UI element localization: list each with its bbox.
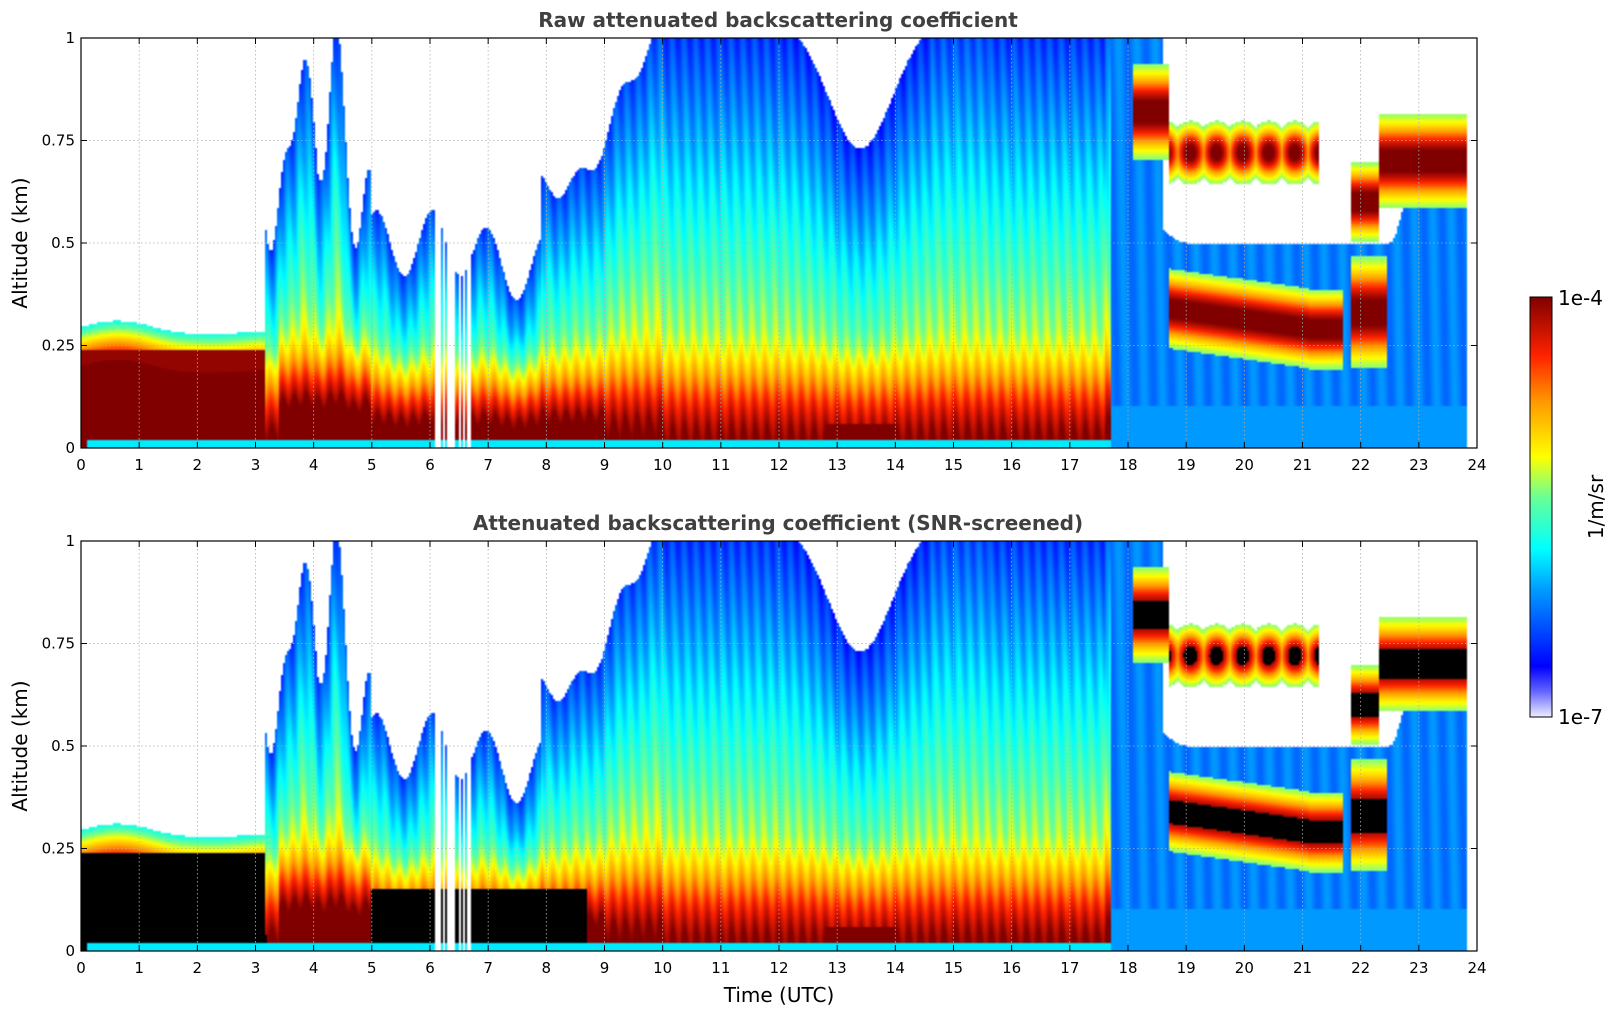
x-tick-label: 4 [309,456,319,474]
x-tick-label: 24 [1467,456,1486,474]
x-tick-label: 1 [134,959,144,977]
y-tick-label: 0.75 [42,132,75,150]
y-tick-label: 1 [65,29,75,47]
x-tick-label: 4 [309,959,319,977]
x-tick-label: 10 [653,959,672,977]
x-tick-label: 3 [251,959,261,977]
y-tick-label: 1 [65,532,75,550]
x-tick-label: 20 [1235,959,1254,977]
y-tick-label: 0 [65,942,75,960]
colorbar-min-label: 1e-7 [1558,705,1603,729]
x-tick-label: 6 [425,456,435,474]
panel-raw: Raw attenuated backscattering coefficien… [8,8,1487,474]
chart-title-screened: Attenuated backscattering coefficient (S… [473,511,1083,535]
y-tick-label: 0 [65,439,75,457]
x-tick-label: 13 [828,456,847,474]
x-tick-label: 2 [193,959,203,977]
y-axis-label-screened: Altitude (km) [8,680,32,811]
x-tick-label: 10 [653,456,672,474]
y-tick-label: 0.25 [42,337,75,355]
x-tick-label: 22 [1351,456,1370,474]
colorbar-gradient [1529,296,1553,718]
y-tick-label: 0.25 [42,840,75,858]
x-tick-label: 1 [134,456,144,474]
x-tick-label: 7 [483,456,493,474]
x-tick-label: 19 [1177,456,1196,474]
colorbar: 1e-4 1e-7 1/m/sr [1529,286,1608,729]
x-tick-label: 17 [1060,959,1079,977]
x-tick-label: 14 [886,456,905,474]
x-tick-label: 3 [251,456,261,474]
x-tick-label: 11 [711,456,730,474]
x-axis-screened: 0 1 2 3 4 5 6 7 8 9 10 11 12 13 14 15 16 17 18 19 20 21 22 23 24 [76,541,1487,977]
x-tick-label: 0 [76,456,86,474]
x-tick-label: 23 [1409,456,1428,474]
x-tick-label: 16 [1002,959,1021,977]
x-tick-label: 5 [367,456,377,474]
y-axis-screened: 0 0.25 0.5 0.75 1 [42,532,1477,960]
grid-screened [81,541,1477,951]
y-tick-label: 0.5 [51,737,75,755]
x-tick-label: 12 [769,959,788,977]
x-tick-label: 6 [425,959,435,977]
x-tick-label: 21 [1293,456,1312,474]
colorbar-unit-label: 1/m/sr [1584,474,1608,539]
x-tick-label: 13 [828,959,847,977]
grid-raw [81,38,1477,448]
x-tick-label: 9 [600,959,610,977]
y-axis-label-raw: Altitude (km) [8,177,32,308]
x-tick-label: 7 [483,959,493,977]
x-tick-label: 8 [542,456,552,474]
x-tick-label: 17 [1060,456,1079,474]
x-tick-label: 19 [1177,959,1196,977]
x-tick-label: 16 [1002,456,1021,474]
x-tick-label: 9 [600,456,610,474]
colorbar-max-label: 1e-4 [1558,286,1603,310]
x-tick-label: 18 [1118,959,1137,977]
y-tick-label: 0.75 [42,635,75,653]
y-axis-raw: 0 0.25 0.5 0.75 1 [42,29,1477,457]
x-tick-label: 5 [367,959,377,977]
x-tick-label: 11 [711,959,730,977]
x-tick-label: 22 [1351,959,1370,977]
x-tick-label: 23 [1409,959,1428,977]
x-axis-label-screened: Time (UTC) [723,983,835,1007]
x-axis-raw: 0 1 2 3 4 5 6 7 8 9 10 11 12 13 14 15 16 17 18 19 20 21 22 23 24 [76,38,1487,474]
panel-screened: Attenuated backscattering coefficient (S… [8,511,1487,1007]
x-tick-label: 18 [1118,456,1137,474]
y-tick-label: 0.5 [51,234,75,252]
chart-title-raw: Raw attenuated backscattering coefficien… [538,8,1018,32]
x-tick-label: 2 [193,456,203,474]
x-tick-label: 15 [944,959,963,977]
x-tick-label: 8 [542,959,552,977]
x-tick-label: 24 [1467,959,1486,977]
x-tick-label: 21 [1293,959,1312,977]
x-tick-label: 15 [944,456,963,474]
x-tick-label: 14 [886,959,905,977]
x-tick-label: 12 [769,456,788,474]
x-tick-label: 20 [1235,456,1254,474]
x-tick-label: 0 [76,959,86,977]
